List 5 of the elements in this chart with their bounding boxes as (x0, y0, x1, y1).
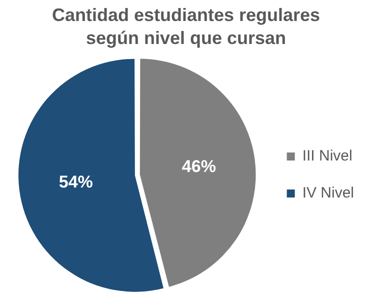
data-label: 46% (182, 156, 216, 176)
chart-title: Cantidad estudiantes regulares según nivel que cursan (50, 4, 322, 50)
data-label: 54% (58, 172, 93, 192)
legend-label: IV Nivel (302, 184, 354, 202)
legend-label: III Nivel (302, 148, 352, 165)
